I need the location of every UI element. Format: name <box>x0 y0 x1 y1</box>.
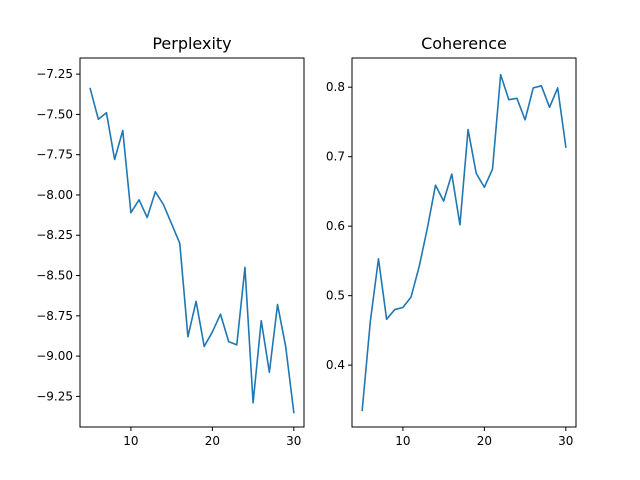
coherence-ytick-label: 0.5 <box>326 289 345 303</box>
coherence-xtick-label: 10 <box>395 434 410 448</box>
perplexity-axes-frame <box>79 57 305 428</box>
perplexity-xtick-label: 30 <box>286 434 301 448</box>
coherence-xtick-label: 20 <box>477 434 492 448</box>
coherence-ytick-label: 0.7 <box>326 150 345 164</box>
coherence-series-line <box>361 73 567 412</box>
perplexity-ytick-label: −9.25 <box>36 389 73 403</box>
perplexity-ytick-label: −8.75 <box>36 309 73 323</box>
perplexity-ytick-label: −8.00 <box>36 188 73 202</box>
perplexity-ytick-label: −8.25 <box>36 228 73 242</box>
coherence-title: Coherence <box>421 34 507 53</box>
coherence-ytick-label: 0.8 <box>326 80 345 94</box>
perplexity-ytick-label: −8.50 <box>36 269 73 283</box>
perplexity-panel: Perplexity 10 20 30 −7.25 −7.50 −7.75 −8.00 −8.2… <box>36 34 305 448</box>
coherence-ytick-label: 0.4 <box>326 358 345 372</box>
coherence-xtick-label: 30 <box>558 434 573 448</box>
perplexity-series-line <box>89 87 295 414</box>
perplexity-xtick-label: 10 <box>123 434 138 448</box>
coherence-ytick-label: 0.6 <box>326 219 345 233</box>
perplexity-ytick-label: −7.75 <box>36 148 73 162</box>
perplexity-ytick-label: −7.50 <box>36 107 73 121</box>
perplexity-ytick-label: −9.00 <box>36 349 73 363</box>
coherence-axes-frame <box>351 57 577 428</box>
coherence-panel: Coherence 10 20 30 0.4 0.5 0.6 0.7 0.8 <box>326 34 577 448</box>
perplexity-xtick-label: 20 <box>205 434 220 448</box>
perplexity-title: Perplexity <box>152 34 231 53</box>
perplexity-ytick-label: −7.25 <box>36 67 73 81</box>
